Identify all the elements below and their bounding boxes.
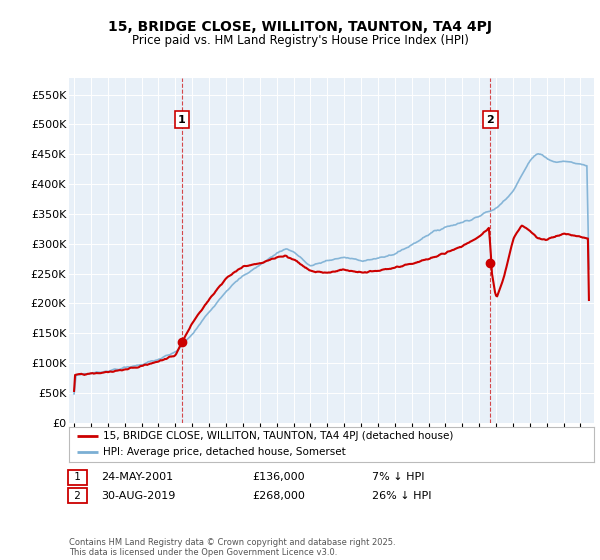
- Text: £136,000: £136,000: [252, 472, 305, 482]
- Text: 24-MAY-2001: 24-MAY-2001: [101, 472, 173, 482]
- Text: 7% ↓ HPI: 7% ↓ HPI: [372, 472, 425, 482]
- Text: 2: 2: [487, 115, 494, 125]
- Text: 15, BRIDGE CLOSE, WILLITON, TAUNTON, TA4 4PJ: 15, BRIDGE CLOSE, WILLITON, TAUNTON, TA4…: [108, 20, 492, 34]
- Text: 2: 2: [71, 491, 84, 501]
- Text: £268,000: £268,000: [252, 491, 305, 501]
- Text: 1: 1: [71, 472, 84, 482]
- Text: Price paid vs. HM Land Registry's House Price Index (HPI): Price paid vs. HM Land Registry's House …: [131, 34, 469, 46]
- Text: 15, BRIDGE CLOSE, WILLITON, TAUNTON, TA4 4PJ (detached house): 15, BRIDGE CLOSE, WILLITON, TAUNTON, TA4…: [103, 431, 454, 441]
- Text: Contains HM Land Registry data © Crown copyright and database right 2025.
This d: Contains HM Land Registry data © Crown c…: [69, 538, 395, 557]
- Text: 1: 1: [178, 115, 186, 125]
- Text: 26% ↓ HPI: 26% ↓ HPI: [372, 491, 431, 501]
- Text: HPI: Average price, detached house, Somerset: HPI: Average price, detached house, Some…: [103, 447, 346, 458]
- Text: 30-AUG-2019: 30-AUG-2019: [101, 491, 175, 501]
